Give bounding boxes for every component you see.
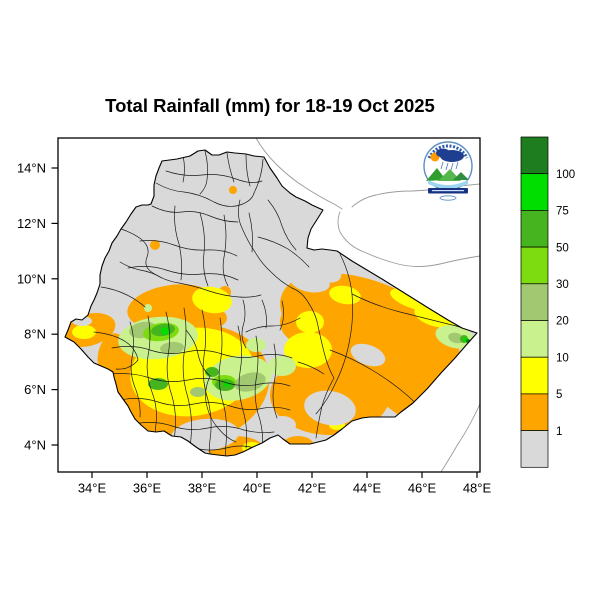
rain-patch-yellow [296,311,324,333]
logo-banner-text [432,190,464,191]
rain-patch-gray [72,316,92,326]
rain-patch-pale_green [144,304,152,312]
y-tick-label: 10°N [17,271,46,286]
rainfall-map-figure: Total Rainfall (mm) for 18-19 Oct 2025 [0,0,600,600]
colorbar-cell-orange [521,394,548,431]
x-tick-label: 40°E [243,481,272,496]
colorbar-label: 75 [556,206,569,218]
colorbar-label: 1 [556,426,562,438]
y-tick-label: 6°N [24,382,46,397]
somalia-coastline [441,404,480,472]
x-tick-label: 36°E [133,481,162,496]
colorbar-cell-pale_green [521,321,548,358]
rain-patch-bright_green [161,327,169,335]
rain-patch-medium_green [205,367,219,377]
logo-scroll [440,196,456,200]
colorbar-label: 30 [556,279,569,291]
x-tick-label: 46°E [408,481,437,496]
gulf-of-aden-coastline [338,212,480,267]
x-tick-label: 38°E [188,481,217,496]
colorbar-label: 20 [556,316,569,328]
rainfall-map-page: Total Rainfall (mm) for 18-19 Oct 2025 [0,0,600,600]
colorbar-label: 100 [556,169,575,181]
colorbar-cell-yellow_green [521,247,548,284]
yemen-coastline [352,184,480,207]
colorbar-cell-gray [521,431,548,468]
meteorology-institute-logo [424,142,472,200]
rain-patch-bright_green [224,381,230,387]
colorbar-cell-dark_green [521,137,548,174]
x-tick-label: 42°E [298,481,327,496]
colorbar-cell-bright_green [521,174,548,211]
x-axis: 34°E 36°E 38°E 40°E 42°E 44°E 46°E 48°E [78,472,492,496]
y-tick-label: 8°N [24,327,46,342]
y-tick-label: 4°N [24,438,46,453]
rain-patch-yellow [72,325,96,339]
rain-patch-orange [150,240,160,250]
colorbar-cell-yellow [521,357,548,394]
colorbar-cell-sage_green [521,284,548,321]
x-tick-label: 34°E [78,481,107,496]
logo-raincloud-icon [436,149,450,158]
colorbar-label: 10 [556,352,569,364]
rain-patch-orange [282,436,314,456]
rainfall-field [57,138,480,472]
colorbar-cell-medium_green [521,210,548,247]
rain-patch-pale_green [268,356,296,376]
y-tick-label: 12°N [17,216,46,231]
y-axis: 14°N 12°N 10°N 8°N 6°N 4°N [17,161,58,453]
page-title: Total Rainfall (mm) for 18-19 Oct 2025 [105,95,435,116]
rain-patch-gray [268,416,296,434]
x-tick-label: 44°E [353,481,382,496]
rain-patch-sage_green [190,387,206,397]
x-tick-label: 48°E [463,481,492,496]
colorbar-label: 50 [556,242,569,254]
rain-patch-pale_green [246,338,266,352]
colorbar-legend: 100 75 50 30 20 10 5 1 [521,137,575,467]
y-tick-label: 14°N [17,161,46,176]
colorbar-label: 5 [556,389,562,401]
rain-patch-orange [229,186,237,194]
